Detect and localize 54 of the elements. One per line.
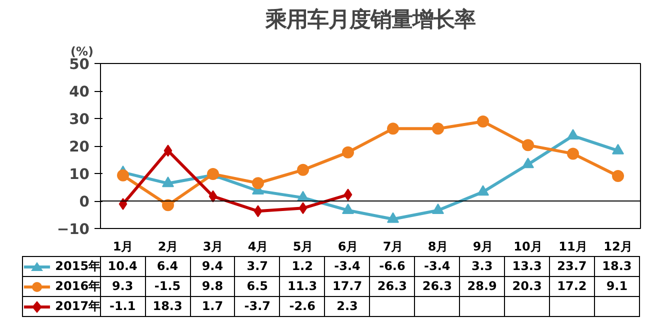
data-label: 20.3 [504,276,550,296]
data-label: -1.1 [100,296,146,316]
data-label: 28.9 [460,276,505,296]
x-tick-label: 4月 [248,240,268,254]
data-label: -2.6 [280,296,325,316]
y-tick-label: 0 [79,194,90,210]
data-label: 9.3 [100,276,146,296]
data-label: 9.4 [190,256,235,276]
x-tick-label: 7月 [382,240,404,254]
data-label: 26.3 [370,276,415,296]
data-label: 6.5 [234,276,280,296]
data-label: 18.3 [145,296,190,316]
legend-label: 2016年 [54,278,101,293]
data-label: 3.3 [460,256,505,276]
data-label: 2.3 [324,296,370,316]
y-axis-title: (%) [70,44,94,58]
data-label: 3.7 [234,256,280,276]
x-tick-label: 6月 [338,240,358,254]
y-tick-label: 20 [69,138,90,156]
x-tick-label: 11月 [558,240,588,254]
data-label: -1.5 [145,276,190,296]
data-label: 18.3 [594,256,640,276]
data-label: 1.7 [190,296,235,316]
y-tick-label: 50 [69,56,90,73]
x-tick-label: 5月 [292,240,314,254]
data-label: -3.4 [414,256,460,276]
x-tick-label: 3月 [202,240,224,254]
data-label: 9.8 [190,276,235,296]
chart-title: 乘用车月度销量增长率 [264,8,476,32]
data-label: 10.4 [100,256,146,276]
legend-label: 2015年 [54,258,101,273]
x-tick-label: 10月 [514,240,542,254]
data-label: 26.3 [414,276,460,296]
y-tick-label: 10 [69,166,90,183]
x-tick-label: 2月 [158,240,178,254]
x-tick-label: 12月 [604,240,632,254]
x-tick-label: 1月 [112,240,134,254]
data-label: 17.2 [550,276,594,296]
data-label: 6.4 [145,256,190,276]
data-label: 9.1 [594,276,640,296]
y-tick-label: 40 [69,84,90,100]
legend-label: 2017年 [54,298,101,313]
x-tick-label: 8月 [428,240,448,254]
data-label: -6.6 [370,256,415,276]
data-label: 11.3 [280,276,325,296]
data-label: -3.7 [234,296,280,316]
y-tick-label: 30 [69,111,90,128]
data-label: 23.7 [550,256,594,276]
x-tick-label: 9月 [472,240,494,254]
data-label: 17.7 [324,276,370,296]
data-label: 1.2 [280,256,325,276]
y-tick-label: −10 [56,221,90,238]
data-label: 13.3 [504,256,550,276]
data-label: -3.4 [324,256,370,276]
